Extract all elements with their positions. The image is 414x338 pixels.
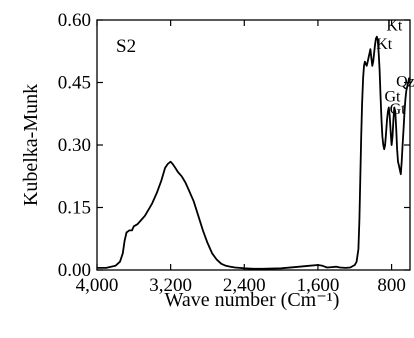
x-tick-label: 3,200: [149, 275, 192, 296]
y-tick-label: 0.00: [58, 260, 91, 281]
plot-frame: [96, 19, 411, 271]
y-axis-label: Kubelka-Munk: [20, 84, 42, 206]
x-axis-label: Wave number (Cm⁻¹): [165, 289, 340, 311]
x-tick-label: 1,600: [297, 275, 340, 296]
x-tick-label: 4,000: [76, 275, 119, 296]
data-series: [97, 35, 411, 270]
annotation-label: Gt: [385, 88, 402, 105]
y-tick-label: 0.15: [58, 198, 91, 219]
y-axis-ticks: 0.00 0.15 0.30 0.45 0.60: [58, 10, 410, 281]
x-tick-label: 2,400: [223, 275, 266, 296]
y-tick-label: 0.60: [58, 10, 91, 31]
annotation-label: Kt: [376, 36, 393, 53]
annotation-label: Kt: [386, 17, 403, 34]
x-tick-label: 800: [377, 275, 406, 296]
x-axis-ticks: 4,000 3,200 2,400 1,600 800: [76, 20, 406, 296]
annotation-label: Qz: [396, 74, 414, 91]
panel-label: S2: [116, 36, 136, 57]
y-tick-label: 0.45: [58, 73, 91, 94]
y-tick-label: 0.30: [58, 135, 91, 156]
annotation-label: Gt: [390, 101, 407, 118]
spectrum-line: [97, 35, 411, 270]
